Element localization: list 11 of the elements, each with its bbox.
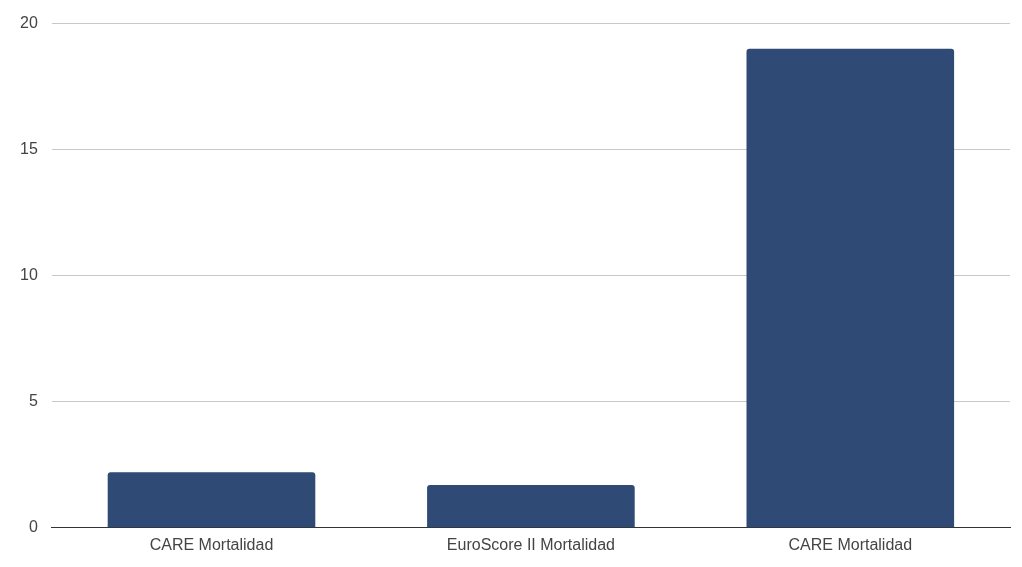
x-tick-label: CARE Mortalidad [149,535,274,553]
bar [746,48,955,528]
x-tick-label: CARE Mortalidad [788,535,913,553]
y-tick-label: 10 [20,266,38,284]
x-tick-label: EuroScore II Mortalidad [446,535,615,553]
y-tick-label: 0 [28,518,38,536]
y-tick-label: 5 [28,392,38,410]
y-tick-label: 15 [20,140,38,158]
bar [107,472,316,528]
y-tick-label: 20 [20,14,38,32]
bar [427,484,635,528]
